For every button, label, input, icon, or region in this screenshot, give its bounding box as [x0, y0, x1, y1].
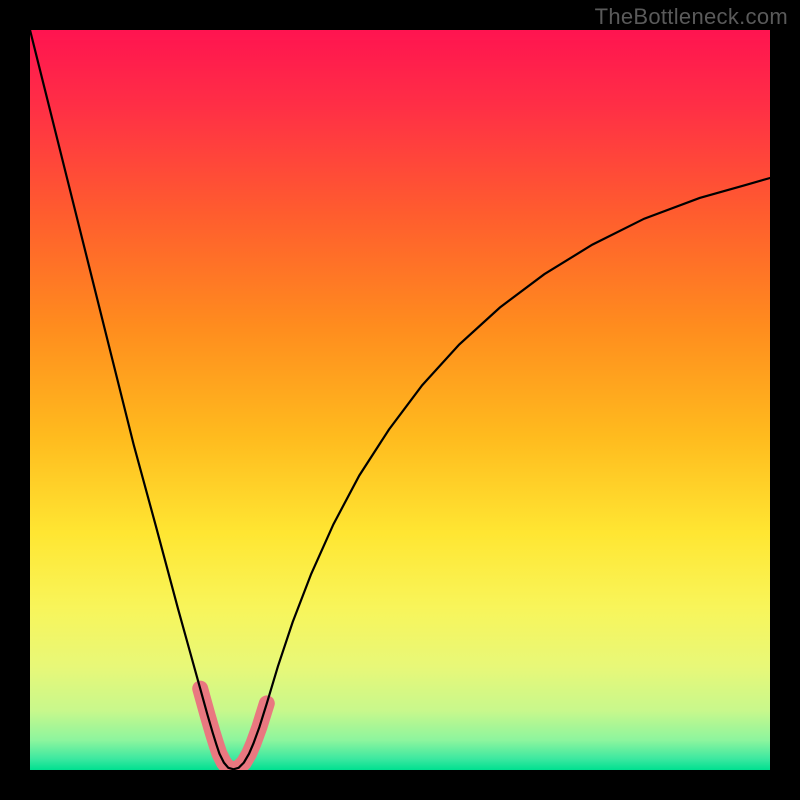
curve-layer: [30, 30, 770, 770]
watermark-text: TheBottleneck.com: [595, 4, 788, 30]
bottleneck-curve: [30, 30, 770, 769]
plot-area: [30, 30, 770, 770]
optimal-zone-highlight: [200, 689, 267, 770]
